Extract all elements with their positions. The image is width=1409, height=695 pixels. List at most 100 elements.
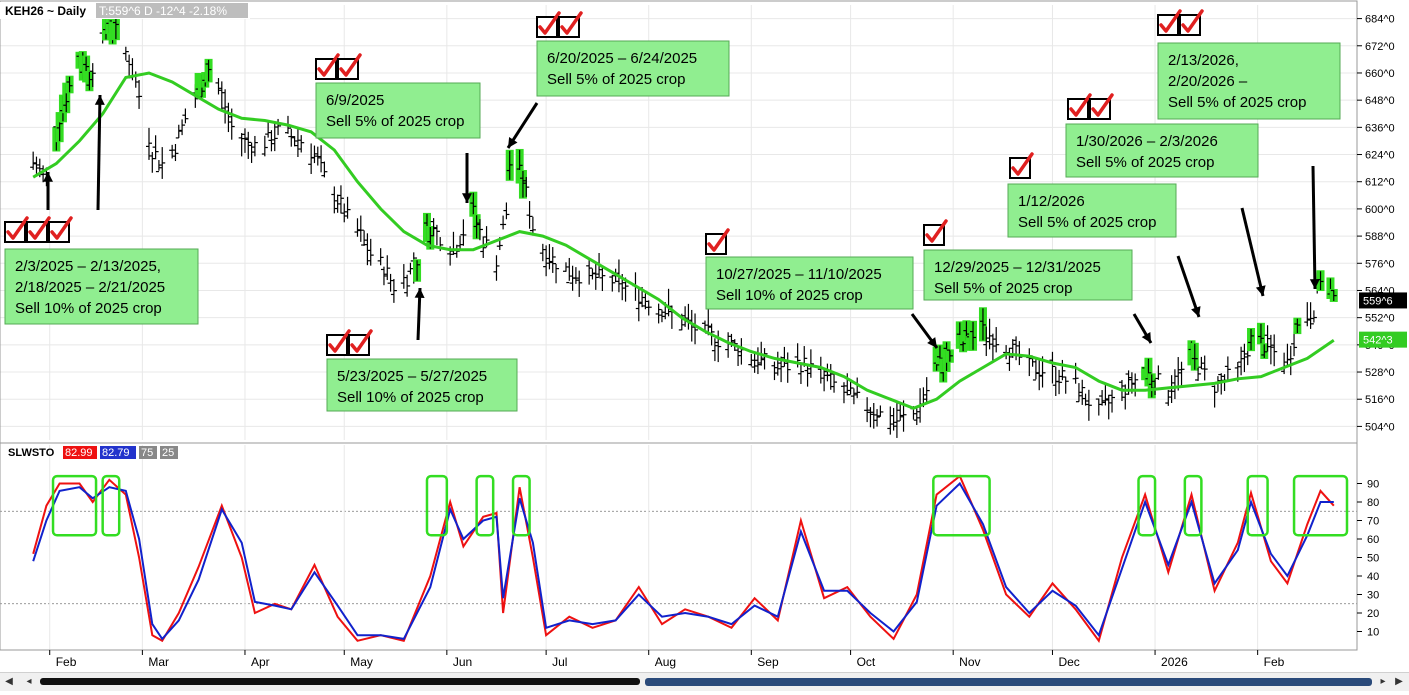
callout-line: Sell 5% of 2025 crop (1076, 154, 1214, 171)
stoch-highlight-box (1183, 474, 1203, 537)
stoch-upper-value: 75 (141, 447, 153, 459)
axes: 684^0 672^0 660^0 648^0 636^0 624^0 612^0 600^0… (0, 0, 1407, 669)
callout-line: 5/23/2025 – 5/27/2025 (337, 368, 487, 385)
annotation-arrowhead (1255, 285, 1266, 296)
chart-stats: T:559^6 D -12^4 -2.18% (99, 4, 227, 18)
red-checkmark-icon (339, 53, 362, 77)
chart-symbol: KEH26 ~ Daily (5, 4, 86, 18)
callout-line: 6/9/2025 (326, 92, 384, 109)
callout-line: Sell 5% of 2025 crop (1018, 214, 1156, 231)
callout-line: Sell 5% of 2025 crop (934, 280, 1072, 297)
stoch-panel-frame (0, 442, 1358, 651)
callout-box (1065, 123, 1259, 178)
callout-line: Sell 10% of 2025 crop (15, 300, 162, 317)
stoch-highlight-box (932, 474, 991, 537)
price-tick-label: 624^0 (1365, 150, 1395, 162)
scroll-step-right-icon[interactable]: ▸ (1380, 676, 1386, 687)
stoch-lower-value: 25 (162, 447, 174, 459)
price-tick-label: 636^0 (1365, 122, 1395, 134)
stoch-tick-label: 70 (1367, 516, 1379, 528)
stoch-tick-label: 10 (1367, 627, 1379, 639)
stoch-highlight-box (475, 474, 495, 537)
price-tick-label: 552^0 (1365, 313, 1395, 325)
stoch-highlight-box (425, 474, 449, 537)
stoch-lower-badge (160, 446, 178, 459)
callout-box (923, 249, 1133, 301)
stochastic-highlight-boxes (51, 474, 1349, 537)
stoch-highlight-box (1292, 474, 1349, 537)
callout-box (705, 256, 914, 310)
callout-line: Sell 10% of 2025 crop (337, 389, 484, 406)
scroll-right-icon[interactable]: ▶ (1395, 676, 1403, 687)
stochastic-lines (32, 474, 1335, 644)
month-label: Sep (757, 655, 779, 669)
annotation-arrowhead (508, 137, 518, 148)
callout-box (536, 40, 730, 97)
callout-line: 6/20/2025 – 6/24/2025 (547, 50, 697, 67)
ma-price-tag (1359, 331, 1407, 348)
stochastic-grid (0, 445, 1357, 650)
callout-line: 1/12/2026 (1018, 193, 1085, 210)
annotation-arrowhead (927, 337, 937, 348)
price-tick-label: 576^0 (1365, 258, 1395, 270)
callout-line: Sell 5% of 2025 crop (547, 71, 685, 88)
callouts: 2/3/2025 – 2/13/2025, 2/18/2025 – 2/21/20… (4, 9, 1341, 412)
price-tick-label: 672^0 (1365, 41, 1395, 53)
price-grid (0, 5, 1357, 440)
callout-line: 2/3/2025 – 2/13/2025, (15, 258, 161, 275)
moving-average (32, 71, 1335, 410)
last-price-tag-label: 559^6 (1363, 295, 1393, 307)
callout-box (315, 82, 481, 139)
annotation-arrowhead (43, 172, 53, 182)
stats-bg (96, 3, 248, 18)
red-checkmark-icon (560, 11, 583, 35)
scroll-thumb[interactable] (645, 678, 1372, 686)
stoch-tick-label: 20 (1367, 608, 1379, 620)
price-tick-label: 528^0 (1365, 367, 1395, 379)
stoch-tick-label: 40 (1367, 571, 1379, 583)
ma-price-tag-label: 542^3 (1363, 335, 1393, 347)
month-label: Mar (148, 655, 169, 669)
price-tick-label: 588^0 (1365, 231, 1395, 243)
red-checkmark-icon (538, 11, 561, 35)
red-checkmark-icon (28, 216, 51, 240)
stoch-k-value: 82.99 (65, 447, 93, 459)
red-checkmark-icon (317, 53, 340, 77)
red-checkmark-icon (1091, 93, 1114, 117)
stoch-tick-label: 30 (1367, 590, 1379, 602)
scroll-track[interactable] (40, 678, 640, 685)
callout-line: Sell 5% of 2025 crop (326, 113, 464, 130)
scroll-left-icon[interactable]: ◀ (5, 676, 13, 687)
stoch-d-value: 82.79 (102, 447, 130, 459)
annotation-arrow (96, 94, 102, 211)
red-checkmark-icon (50, 216, 73, 240)
stoch-highlight-box (1137, 474, 1157, 537)
stoch-highlight-box (511, 474, 531, 537)
price-tick-label: 684^0 (1365, 14, 1395, 26)
stoch-d-line (32, 481, 1334, 641)
callout-box (1157, 42, 1341, 120)
stoch-tick-label: 80 (1367, 497, 1379, 509)
month-label: May (350, 655, 373, 669)
red-checkmark-icon (6, 216, 29, 240)
month-label: Apr (251, 655, 270, 669)
horizontal-scrollbar[interactable]: ◀ ◂ ▸ ▶ (0, 672, 1409, 691)
callout-line: 2/20/2026 – (1168, 73, 1248, 90)
callout-line: Sell 10% of 2025 crop (716, 287, 863, 304)
scroll-step-left-icon[interactable]: ◂ (26, 676, 32, 687)
red-checkmark-icon (1181, 9, 1204, 33)
red-checkmark-icon (328, 329, 351, 353)
month-label: 2026 (1161, 655, 1188, 669)
annotation-arrowhead (462, 193, 472, 203)
callout-box (326, 358, 518, 412)
annotation-arrowhead (94, 95, 105, 105)
month-label: Feb (1264, 655, 1285, 669)
red-checkmark-icon (707, 228, 730, 252)
callout-line: Sell 5% of 2025 crop (1168, 94, 1306, 111)
red-checkmark-icon (1069, 93, 1092, 117)
price-tick-label: 504^0 (1365, 421, 1395, 433)
price-tick-label: 516^0 (1365, 394, 1395, 406)
red-checkmark-icon (1011, 152, 1034, 176)
callout-line: 2/13/2026, (1168, 52, 1239, 69)
